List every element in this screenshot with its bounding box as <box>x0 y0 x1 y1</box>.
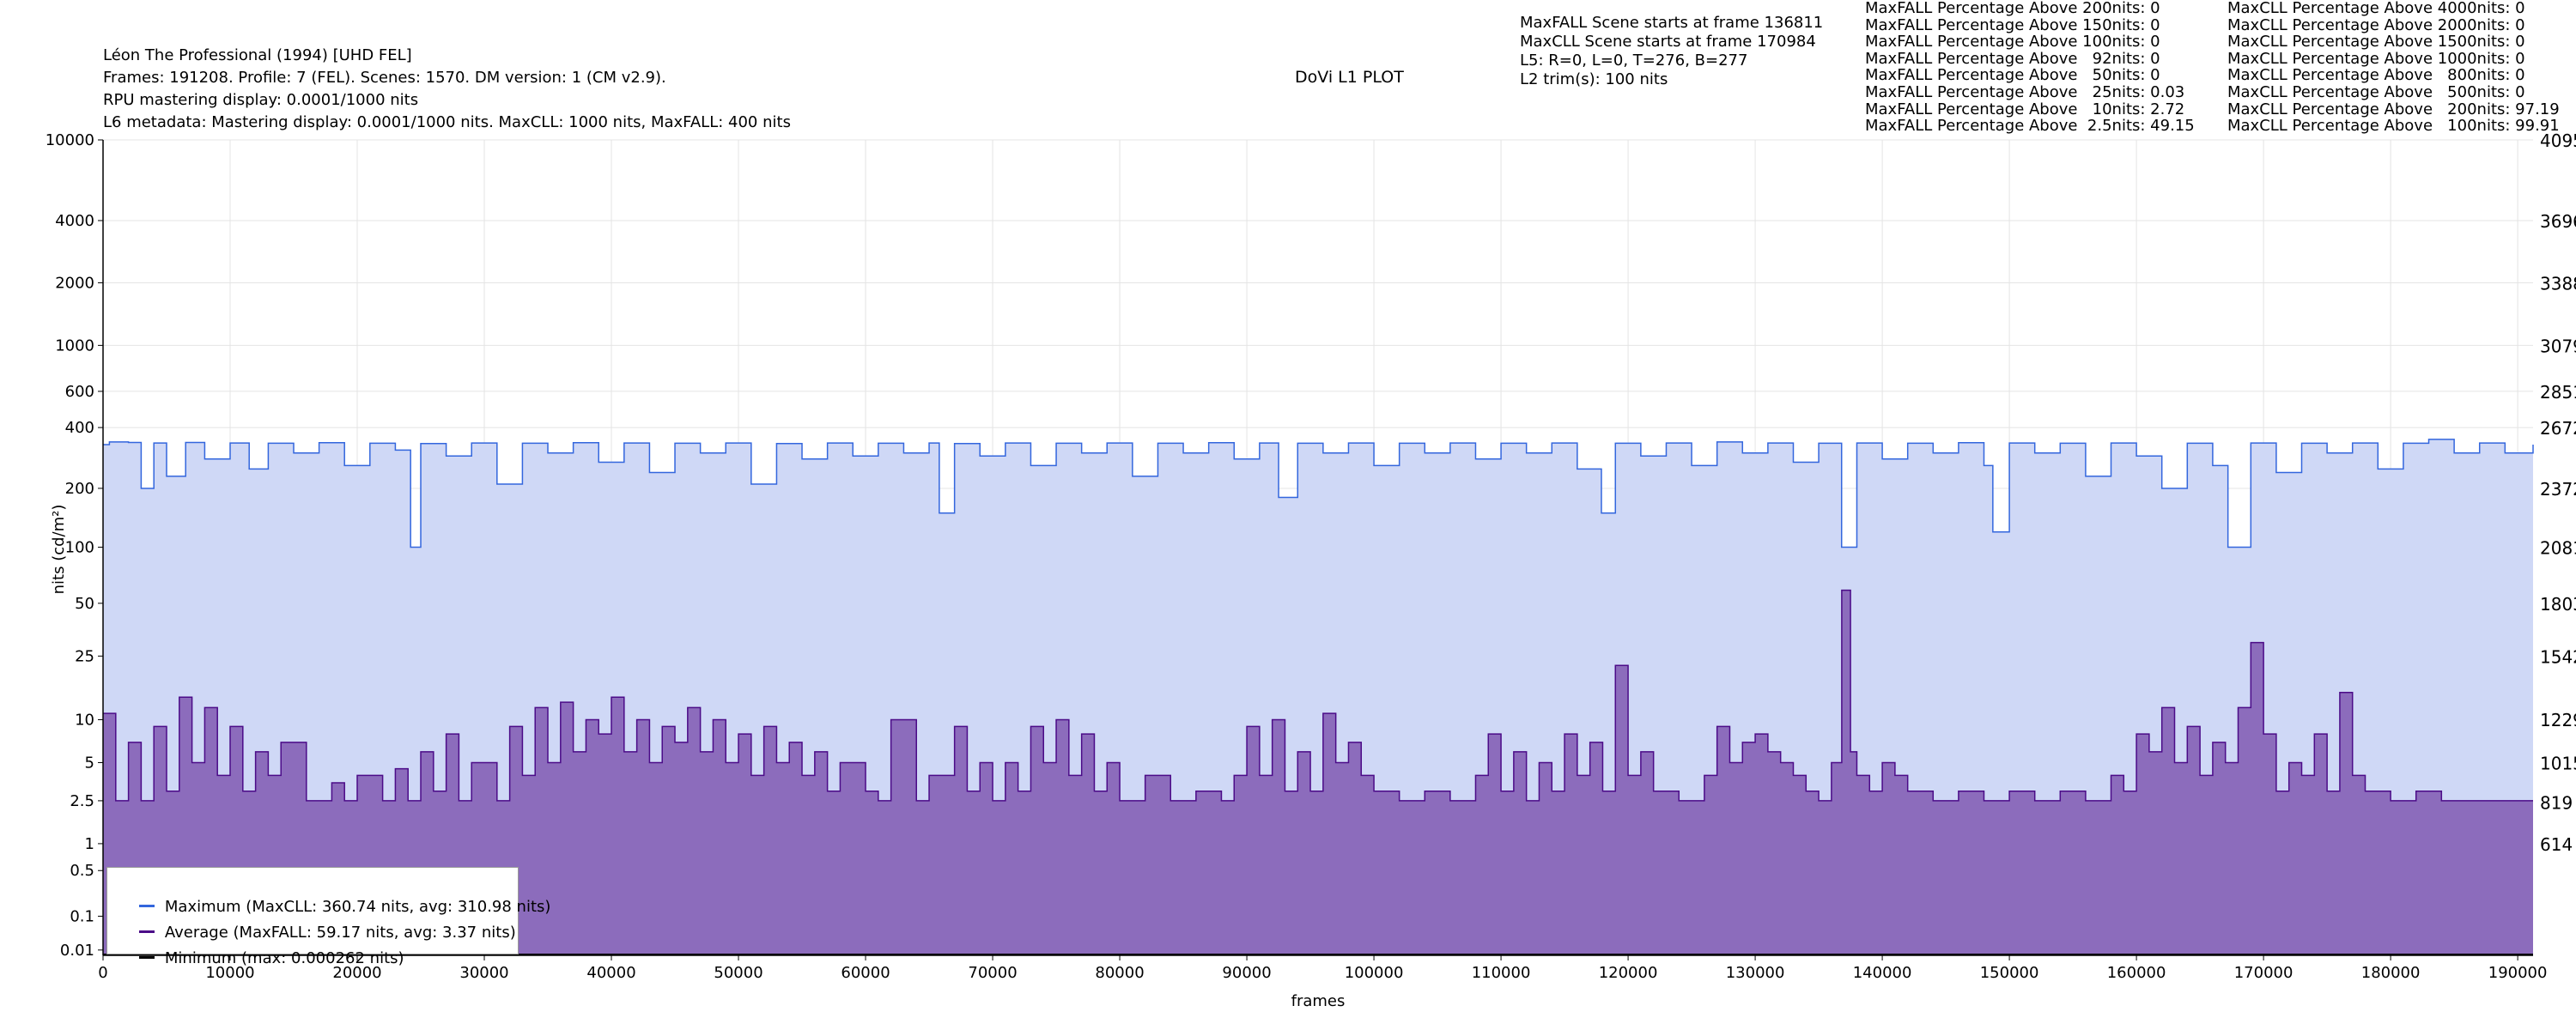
y-tick-label: 600 <box>65 383 94 401</box>
scene-info-line: L2 trim(s): 100 nits <box>1520 70 1668 88</box>
legend-swatch-maximum <box>138 904 155 907</box>
y-tick-label: 10 <box>75 711 94 729</box>
x-tick-label: 30000 <box>459 964 508 982</box>
scene-info-line: L5: R=0, L=0, T=276, B=277 <box>1520 52 1748 70</box>
x-tick-label: 20000 <box>332 964 381 982</box>
legend-label-average: Average (MaxFALL: 59.17 nits, avg: 3.37 … <box>164 924 516 942</box>
y2-tick-label: 1015 <box>2540 753 2576 773</box>
rpu-info: RPU mastering display: 0.0001/1000 nits <box>103 91 419 109</box>
x-tick-label: 0 <box>98 964 107 982</box>
y2-tick-label: 1542 <box>2540 646 2576 667</box>
y-tick-label: 1000 <box>55 336 94 354</box>
maxfall-stat: MaxFALL Percentage Above 10nits: 2.72 <box>1865 100 2185 118</box>
maxfall-stat: MaxFALL Percentage Above 100nits: 0 <box>1865 33 2160 52</box>
y-axis-label: nits (cd/m²) <box>50 505 68 595</box>
y-tick-label: 400 <box>65 419 94 437</box>
scene-info: MaxFALL Scene starts at frame 136811 Max… <box>1520 14 1823 89</box>
maxfall-stat: MaxFALL Percentage Above 150nits: 0 <box>1865 15 2160 34</box>
y-tick-label: 50 <box>75 595 94 613</box>
y-tick-label: 10000 <box>46 131 94 149</box>
x-tick-label: 60000 <box>841 964 890 982</box>
x-tick-label: 120000 <box>1599 964 1658 982</box>
maxcll-stat: MaxCLL Percentage Above 4000nits: 0 <box>2227 0 2525 17</box>
maxfall-stat: MaxFALL Percentage Above 25nits: 0.03 <box>1865 82 2185 101</box>
legend-label-maximum: Maximum (MaxCLL: 360.74 nits, avg: 310.9… <box>164 898 551 916</box>
frames-info: Frames: 191208. Profile: 7 (FEL). Scenes… <box>103 69 666 87</box>
maxfall-stats: MaxFALL Percentage Above 200nits: 0 MaxF… <box>1865 0 2195 135</box>
y-tick-label: 25 <box>75 647 94 665</box>
maxcll-stat: MaxCLL Percentage Above 500nits: 0 <box>2227 82 2525 101</box>
y-tick-label: 0.5 <box>70 862 94 880</box>
y-tick-label: 0.1 <box>70 907 94 925</box>
legend-item-maximum: Maximum (MaxCLL: 360.74 nits, avg: 310.9… <box>119 882 550 933</box>
maximum-series-line <box>103 439 2534 548</box>
x-axis-label: frames <box>1291 992 1346 1010</box>
l6-info: L6 metadata: Mastering display: 0.0001/1… <box>103 113 791 131</box>
x-tick-label: 50000 <box>714 964 762 982</box>
x-tick-label: 130000 <box>1726 964 1785 982</box>
y-tick-label: 5 <box>85 754 94 772</box>
x-tick-label: 160000 <box>2107 964 2166 982</box>
maxcll-stat: MaxCLL Percentage Above 1500nits: 0 <box>2227 33 2525 52</box>
x-tick-label: 100000 <box>1345 964 1404 982</box>
maxfall-stat: MaxFALL Percentage Above 92nits: 0 <box>1865 49 2160 68</box>
y2-tick-label: 3079 <box>2540 336 2576 356</box>
legend-swatch-average <box>138 930 155 933</box>
chart-legend: Maximum (MaxCLL: 360.74 nits, avg: 310.9… <box>106 867 550 967</box>
x-tick-label: 90000 <box>1222 964 1271 982</box>
x-tick-label: 70000 <box>968 964 1017 982</box>
maxfall-stat: MaxFALL Percentage Above 200nits: 0 <box>1865 0 2160 17</box>
maxcll-stat: MaxCLL Percentage Above 2000nits: 0 <box>2227 15 2525 34</box>
legend-item-minimum: Minimum (max: 0.000262 nits) <box>119 933 404 985</box>
y-tick-label: 2000 <box>55 274 94 292</box>
x-tick-label: 140000 <box>1853 964 1912 982</box>
chart-title: Léon The Professional (1994) [UHD FEL] <box>103 46 412 64</box>
y2-tick-label: 819 <box>2540 793 2573 814</box>
x-tick-label: 110000 <box>1472 964 1531 982</box>
legend-label-minimum: Minimum (max: 0.000262 nits) <box>164 949 404 967</box>
y-tick-label: 1 <box>85 835 94 853</box>
chart-header: Léon The Professional (1994) [UHD FEL] F… <box>103 45 791 134</box>
x-tick-label: 180000 <box>2361 964 2421 982</box>
y-tick-label: 4000 <box>55 212 94 230</box>
y2-tick-label: 614 <box>2540 834 2573 855</box>
maxcll-stat: MaxCLL Percentage Above 100nits: 99.91 <box>2227 117 2560 136</box>
x-tick-label: 170000 <box>2234 964 2293 982</box>
y-tick-label: 200 <box>65 480 94 498</box>
x-tick-label: 150000 <box>1980 964 2039 982</box>
average-series-area <box>103 590 2533 955</box>
y2-tick-label: 3696 <box>2540 211 2576 232</box>
y2-tick-label: 3388 <box>2540 274 2576 294</box>
scene-info-line: MaxCLL Scene starts at frame 170984 <box>1520 33 1816 51</box>
y-tick-label: 0.01 <box>60 942 94 960</box>
y2-tick-label: 4095 <box>2540 130 2576 151</box>
y2-tick-label: 1803 <box>2540 594 2576 615</box>
legend-swatch-minimum <box>138 955 155 959</box>
maxcll-stat: MaxCLL Percentage Above 200nits: 97.19 <box>2227 100 2560 118</box>
maxfall-stat: MaxFALL Percentage Above 2.5nits: 49.15 <box>1865 117 2195 136</box>
maxcll-stat: MaxCLL Percentage Above 800nits: 0 <box>2227 66 2525 85</box>
maxcll-stat: MaxCLL Percentage Above 1000nits: 0 <box>2227 49 2525 68</box>
legend-item-average: Average (MaxFALL: 59.17 nits, avg: 3.37 … <box>119 907 516 959</box>
y2-tick-label: 2851 <box>2540 382 2576 403</box>
x-tick-label: 80000 <box>1095 964 1144 982</box>
x-tick-label: 40000 <box>586 964 635 982</box>
x-tick-label: 10000 <box>205 964 254 982</box>
scene-info-line: MaxFALL Scene starts at frame 136811 <box>1520 14 1824 32</box>
y-tick-label: 100 <box>65 538 94 556</box>
maxfall-stat: MaxFALL Percentage Above 50nits: 0 <box>1865 66 2160 85</box>
y-tick-label: 2.5 <box>70 792 94 810</box>
average-series-line <box>103 589 2533 802</box>
plot-title: DoVi L1 PLOT <box>1295 68 1404 87</box>
y2-tick-label: 1229 <box>2540 710 2576 730</box>
maxcll-stats: MaxCLL Percentage Above 4000nits: 0 MaxC… <box>2227 0 2560 135</box>
x-tick-label: 190000 <box>2488 964 2548 982</box>
